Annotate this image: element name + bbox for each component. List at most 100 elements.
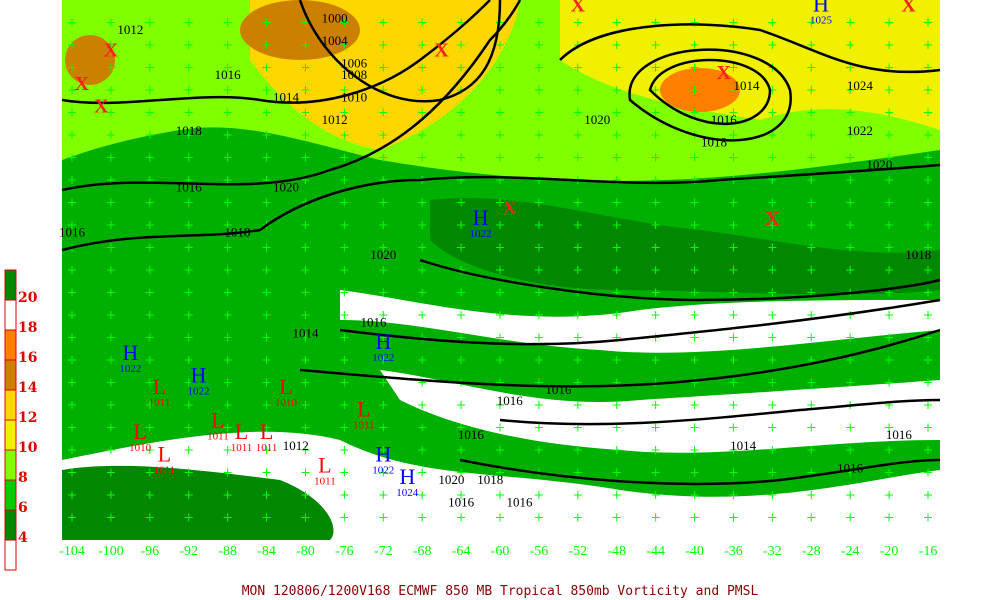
grid-mark xyxy=(885,108,894,117)
grid-mark xyxy=(885,86,894,94)
grid-mark xyxy=(379,131,388,139)
grid-mark xyxy=(457,513,466,522)
grid-mark xyxy=(223,378,232,387)
longitude-label: -100 xyxy=(98,544,124,559)
isobar-label: 1012 xyxy=(283,438,309,453)
color-bar xyxy=(4,269,17,571)
grid-mark xyxy=(924,243,932,252)
grid-mark xyxy=(340,378,349,387)
grid-mark xyxy=(885,176,894,184)
grid-mark xyxy=(106,63,115,72)
grid-mark xyxy=(690,491,699,499)
grid-mark xyxy=(690,288,699,297)
color-bar-segment xyxy=(4,299,17,331)
grid-mark xyxy=(223,153,232,162)
grid-mark xyxy=(262,266,271,274)
grid-mark xyxy=(184,423,193,432)
grid-mark xyxy=(846,356,855,364)
grid-mark xyxy=(885,18,894,27)
isobar-label: 1014 xyxy=(292,326,319,341)
grid-mark xyxy=(534,491,543,499)
grid-mark xyxy=(68,198,76,207)
grid-mark xyxy=(184,266,193,274)
grid-mark xyxy=(457,288,466,297)
vorticity-max-marker: X xyxy=(901,0,916,16)
isobar-label-group: 1020 xyxy=(370,247,396,262)
grid-mark xyxy=(106,153,115,162)
longitude-label: -36 xyxy=(724,544,743,559)
grid-mark xyxy=(184,243,193,252)
field-band xyxy=(62,465,334,540)
grid-mark xyxy=(68,18,76,27)
grid-mark xyxy=(223,333,232,342)
grid-mark xyxy=(651,86,660,94)
grid-mark xyxy=(690,311,699,319)
grid-mark xyxy=(340,221,349,229)
longitude-label: -96 xyxy=(140,544,159,559)
grid-mark xyxy=(301,491,310,499)
grid-mark xyxy=(379,378,388,387)
grid-mark xyxy=(145,221,154,229)
grid-mark xyxy=(223,176,232,184)
grid-mark xyxy=(496,41,504,49)
grid-mark xyxy=(418,41,427,49)
isobar-label: 1018 xyxy=(176,123,202,138)
isobar xyxy=(339,298,941,346)
grid-mark xyxy=(729,153,738,162)
grid-mark xyxy=(534,221,543,229)
grid-mark xyxy=(885,513,894,522)
grid-mark xyxy=(846,491,855,499)
low-pressure-marker: L xyxy=(211,408,224,433)
isobar-label-group: 1016 xyxy=(506,494,533,509)
grid-mark xyxy=(145,423,154,432)
grid-mark xyxy=(496,86,504,94)
grid-mark xyxy=(301,468,310,477)
grid-mark xyxy=(768,401,777,409)
grid-mark xyxy=(690,513,699,522)
grid-mark xyxy=(729,86,738,94)
grid-mark xyxy=(768,491,777,499)
grid-mark xyxy=(729,333,738,342)
isobar-label-group: 1014 xyxy=(734,78,761,93)
grid-mark xyxy=(807,198,816,207)
isobar-label: 1008 xyxy=(341,67,367,82)
grid-mark xyxy=(729,513,738,522)
grid-mark xyxy=(106,311,115,319)
high-pressure-marker: H xyxy=(375,441,391,466)
vorticity-max: X xyxy=(717,62,732,84)
longitude-label: -80 xyxy=(296,544,315,559)
longitude-label: -88 xyxy=(218,544,237,559)
grid-mark xyxy=(729,491,738,499)
longitude-label: -20 xyxy=(880,544,899,559)
grid-mark xyxy=(612,41,621,49)
grid-mark xyxy=(496,131,504,139)
grid-mark xyxy=(340,311,349,319)
grid-mark xyxy=(340,468,349,477)
grid-mark xyxy=(690,198,699,207)
color-bar-label: 16 xyxy=(18,350,38,366)
grid-mark xyxy=(106,513,115,522)
isobar-label: 1006 xyxy=(341,56,368,71)
grid-mark xyxy=(807,311,816,319)
grid-mark xyxy=(68,176,76,184)
grid-mark xyxy=(612,356,621,364)
grid-mark xyxy=(145,41,154,49)
grid-mark xyxy=(534,153,543,162)
grid-mark xyxy=(262,86,271,94)
grid-mark xyxy=(612,221,621,229)
grid-mark xyxy=(846,18,855,27)
isobar-label: 1000 xyxy=(322,11,348,26)
low-pressure-value: 1011 xyxy=(256,442,278,454)
grid-mark xyxy=(262,63,271,72)
grid-mark xyxy=(301,513,310,522)
grid-mark xyxy=(262,468,271,477)
isobar-label-group: 1016 xyxy=(497,393,524,408)
grid-mark xyxy=(846,198,855,207)
lat-lon-grid xyxy=(68,18,932,522)
isobar-label-group: 1006 xyxy=(341,56,368,71)
grid-mark xyxy=(534,18,543,27)
grid-mark xyxy=(573,491,582,499)
